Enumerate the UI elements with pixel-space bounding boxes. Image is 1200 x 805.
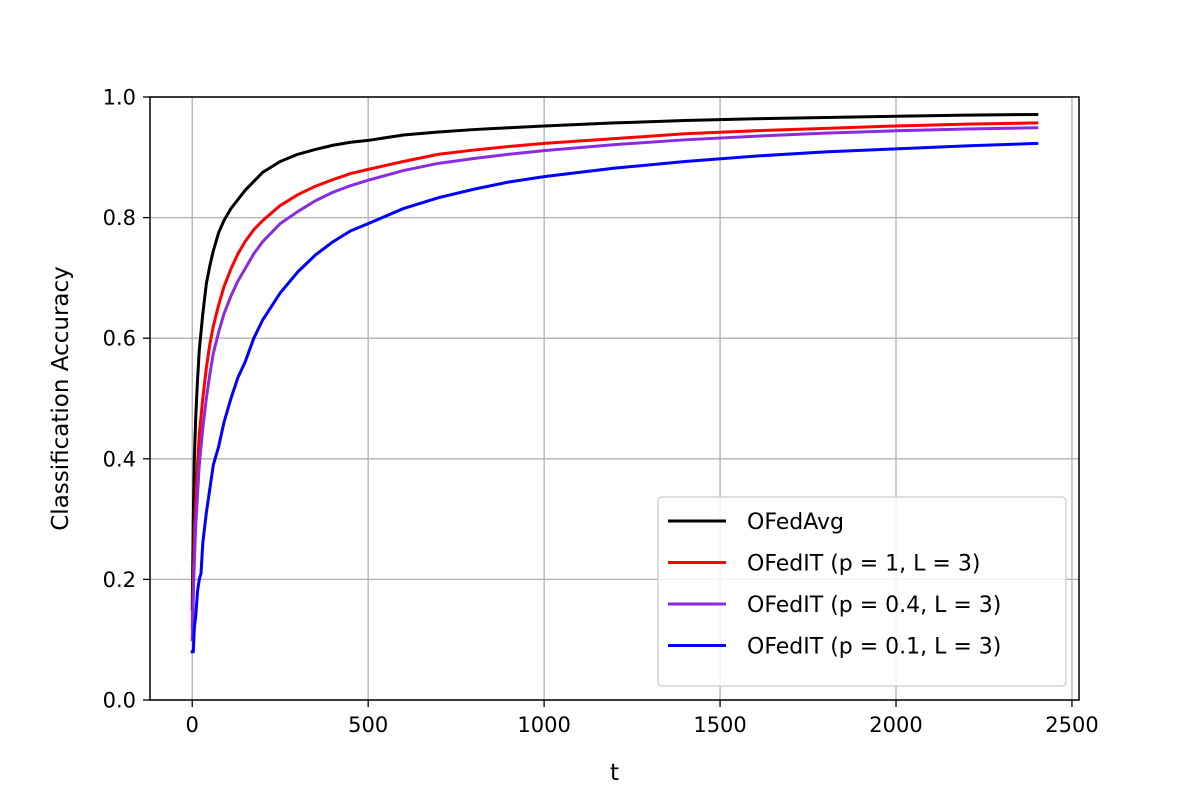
series-lines [190,112,1039,654]
x-axis-label: t [610,760,619,786]
legend-label: OFedIT (p = 0.1, L = 3) [747,635,1001,660]
y-tick-label: 0.2 [103,568,136,592]
series-line-ofedit-p-0-1-l-3 [190,141,1039,654]
y-tick-label: 1.0 [103,86,136,110]
legend-label: OFedIT (p = 0.4, L = 3) [747,593,1001,618]
x-tick-label: 2000 [869,713,922,737]
y-axis-label: Classification Accuracy [48,266,74,531]
x-tick-label: 1000 [517,713,570,737]
legend-box [657,496,1067,687]
y-tick-label: 0.4 [103,447,136,471]
axis-ticks: 0 500 1000 1500 2000 2500 0.0 0.2 0.4 0.6 0.8 1.0 [103,86,1099,738]
series-line-ofedit-p-0-4-l-3 [190,126,1039,642]
series-line-ofedit-p-1-l-3 [190,121,1039,630]
legend-label: OFedAvg [747,510,844,535]
legend-label: OFedIT (p = 1, L = 3) [747,552,980,577]
legend: OFedAvg OFedIT (p = 1, L = 3) OFedIT (p = … [657,496,1067,687]
x-tick-label: 2500 [1045,713,1098,737]
y-tick-label: 0.0 [103,689,136,713]
y-tick-label: 0.6 [103,327,136,351]
axes-frame [149,96,1080,701]
x-tick-label: 0 [186,713,199,737]
x-tick-label: 1500 [693,713,746,737]
y-tick-label: 0.8 [103,206,136,230]
x-tick-label: 500 [348,713,388,737]
series-line-ofedavg [190,112,1039,612]
